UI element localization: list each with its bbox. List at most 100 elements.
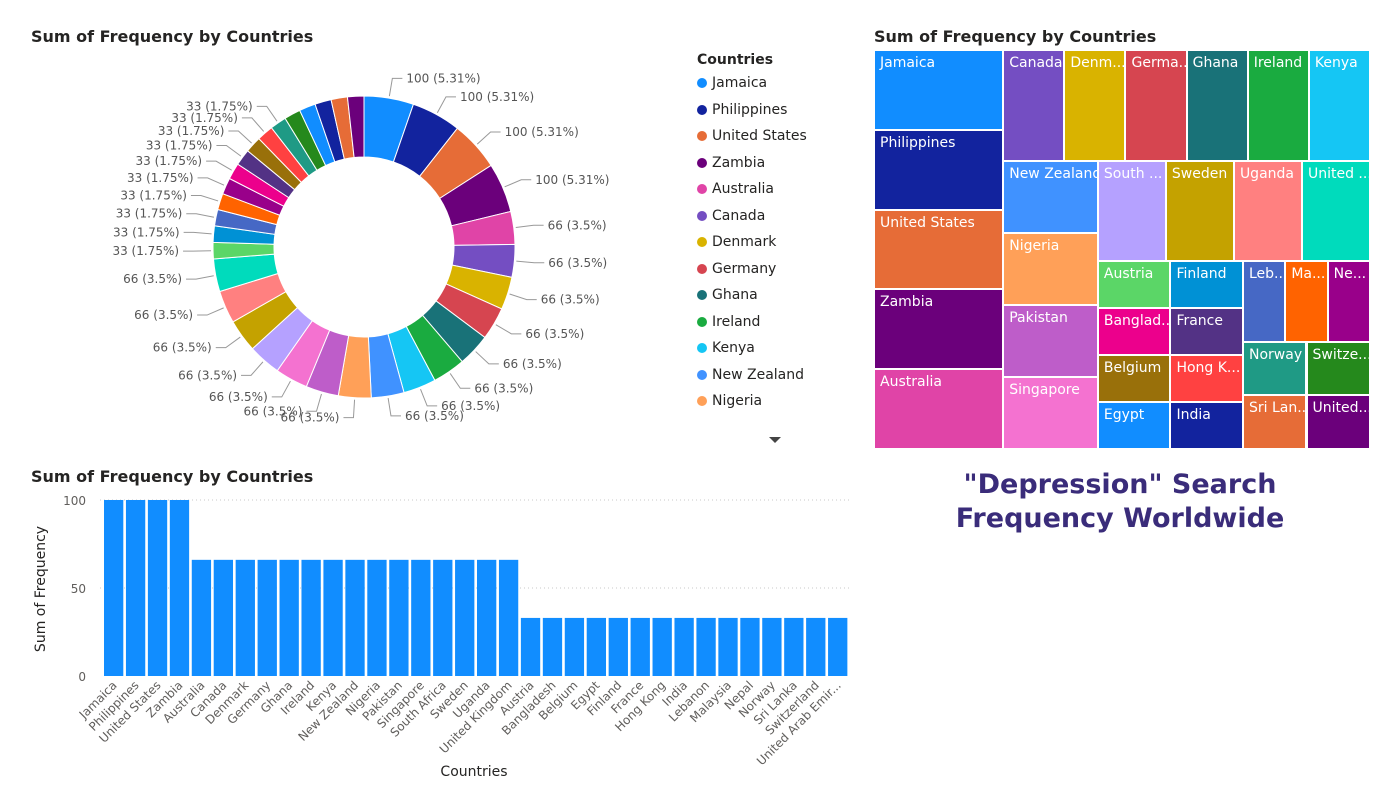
- legend-item-australia[interactable]: Australia: [697, 181, 774, 197]
- legend-item-jamaica[interactable]: Jamaica: [697, 75, 767, 91]
- bar-nigeria[interactable]: [367, 559, 387, 676]
- legend-item-zambia[interactable]: Zambia: [697, 155, 765, 171]
- treemap-cell-jamaica[interactable]: Jamaica: [874, 50, 1004, 130]
- treemap-cell-france[interactable]: France: [1170, 308, 1243, 356]
- legend-item-nigeria[interactable]: Nigeria: [697, 393, 762, 409]
- bar-norway[interactable]: [762, 617, 782, 676]
- treemap-cell-finland[interactable]: Finland: [1170, 261, 1243, 309]
- treemap-cell-germany[interactable]: Germa...: [1125, 50, 1187, 162]
- treemap-cell-kenya[interactable]: Kenya: [1308, 50, 1370, 162]
- treemap-chart[interactable]: Jamaica Philippines United States Zambia Aus…: [874, 50, 1370, 449]
- treemap-cell-south-africa[interactable]: South ...: [1097, 161, 1166, 262]
- treemap-label: Canada: [1009, 55, 1063, 71]
- treemap-label: Leb...: [1249, 266, 1286, 283]
- donut-chart[interactable]: 100 (5.31%) 100 (5.31%) 100 (5.31%) 100 (5.…: [0, 50, 680, 450]
- donut-data-label: 33 (1.75%): [127, 171, 194, 185]
- treemap-cell-philippines[interactable]: Philippines: [874, 129, 1004, 210]
- legend-item-philippines[interactable]: Philippines: [697, 102, 787, 118]
- treemap-cell-nepal[interactable]: Ne...: [1327, 261, 1370, 342]
- treemap-cell-united-arab-emirates[interactable]: United...: [1306, 395, 1370, 449]
- bar-nepal[interactable]: [740, 617, 760, 676]
- bar-jamaica[interactable]: [104, 500, 124, 676]
- treemap-cell-united-kingdom[interactable]: United ...: [1301, 161, 1370, 262]
- bar-singapore[interactable]: [411, 559, 431, 676]
- bar-sri-lanka[interactable]: [784, 617, 804, 676]
- bar-canada[interactable]: [213, 559, 234, 676]
- bar-south-africa[interactable]: [433, 559, 453, 676]
- treemap-cell-egypt[interactable]: Egypt: [1097, 402, 1171, 449]
- treemap-cell-belgium[interactable]: Belgium: [1097, 355, 1171, 403]
- bar-uganda[interactable]: [477, 559, 497, 676]
- bar-united-kingdom[interactable]: [498, 559, 519, 676]
- legend-scroll-down-icon[interactable]: [769, 437, 781, 443]
- legend-marker-icon: [697, 237, 707, 247]
- bar-finland[interactable]: [608, 617, 628, 676]
- treemap-cell-sweden[interactable]: Sweden: [1165, 161, 1234, 262]
- legend-label: New Zealand: [712, 366, 804, 383]
- treemap-cell-bangladesh[interactable]: Banglad...: [1097, 308, 1171, 356]
- donut-data-label: 33 (1.75%): [136, 154, 203, 168]
- treemap-label: Philippines: [880, 134, 956, 151]
- legend-item-denmark[interactable]: Denmark: [697, 234, 776, 250]
- donut-slice-united-arab-emirates[interactable]: [346, 95, 365, 159]
- bar-sweden[interactable]: [455, 559, 475, 676]
- treemap-label: Sweden: [1171, 166, 1228, 183]
- legend-item-new-zealand[interactable]: New Zealand: [697, 367, 804, 383]
- legend-marker-icon: [697, 104, 707, 115]
- legend-title: Countries: [697, 52, 774, 68]
- treemap-cell-switzerland[interactable]: Switze...: [1306, 341, 1370, 396]
- treemap-cell-new-zealand[interactable]: New Zealand: [1003, 161, 1098, 234]
- bar-united-arab-emir[interactable]: [828, 617, 848, 676]
- treemap-cell-singapore[interactable]: Singapore: [1003, 377, 1098, 449]
- bar-ghana[interactable]: [279, 559, 299, 676]
- legend-item-ireland[interactable]: Ireland: [697, 314, 760, 330]
- treemap-cell-lebanon[interactable]: Leb...: [1243, 261, 1286, 342]
- treemap-cell-austria[interactable]: Austria: [1097, 261, 1171, 309]
- bar-kenya[interactable]: [323, 559, 343, 676]
- treemap-cell-norway[interactable]: Norway: [1243, 341, 1307, 396]
- bar-malaysia[interactable]: [718, 617, 738, 676]
- treemap-cell-nigeria[interactable]: Nigeria: [1003, 233, 1098, 306]
- treemap-cell-ghana[interactable]: Ghana: [1186, 50, 1248, 162]
- treemap-cell-malaysia[interactable]: Ma...: [1285, 261, 1328, 342]
- legend-item-united-states[interactable]: United States: [697, 128, 807, 144]
- treemap-cell-united-states[interactable]: United States: [874, 209, 1004, 290]
- bar-pakistan[interactable]: [389, 559, 409, 676]
- bar-australia[interactable]: [191, 559, 212, 676]
- bar-bangladesh[interactable]: [542, 617, 563, 676]
- bar-lebanon[interactable]: [696, 617, 716, 676]
- treemap-cell-australia[interactable]: Australia: [874, 369, 1004, 449]
- bar-belgium[interactable]: [564, 617, 585, 676]
- bar-germany[interactable]: [257, 559, 277, 676]
- treemap-cell-sri-lanka[interactable]: Sri Lan...: [1243, 395, 1307, 449]
- treemap-cell-denmark[interactable]: Denm...: [1064, 50, 1126, 162]
- legend-item-kenya[interactable]: Kenya: [697, 340, 755, 356]
- bar-ireland[interactable]: [301, 559, 321, 676]
- bar-india[interactable]: [674, 617, 694, 676]
- treemap-label: Ma...: [1291, 266, 1326, 283]
- legend-item-canada[interactable]: Canada: [697, 208, 765, 224]
- treemap-cell-pakistan[interactable]: Pakistan: [1003, 305, 1098, 378]
- bar-zambia[interactable]: [169, 500, 190, 676]
- bar-philippines[interactable]: [125, 500, 146, 676]
- bar-switzerland[interactable]: [806, 617, 826, 676]
- treemap-cell-india[interactable]: India: [1170, 402, 1243, 449]
- bar-austria[interactable]: [520, 617, 541, 676]
- treemap-cell-zambia[interactable]: Zambia: [874, 289, 1004, 370]
- legend-item-ghana[interactable]: Ghana: [697, 287, 758, 303]
- treemap-cell-hong-kong[interactable]: Hong K...: [1170, 355, 1243, 403]
- legend-marker-icon: [697, 131, 707, 141]
- bar-egypt[interactable]: [586, 617, 607, 676]
- bar-denmark[interactable]: [235, 559, 255, 676]
- bar-hong-kong[interactable]: [652, 617, 672, 676]
- legend-item-germany[interactable]: Germany: [697, 261, 776, 277]
- treemap-cell-ireland[interactable]: Ireland: [1247, 50, 1309, 162]
- treemap-cell-canada[interactable]: Canada: [1003, 50, 1065, 162]
- treemap-cell-uganda[interactable]: Uganda: [1233, 161, 1302, 262]
- donut-data-label: 66 (3.5%): [244, 404, 303, 418]
- bar-united-states[interactable]: [147, 500, 168, 676]
- bar-france[interactable]: [630, 617, 650, 676]
- donut-data-label: 66 (3.5%): [503, 357, 562, 371]
- bar-new-zealand[interactable]: [345, 559, 365, 676]
